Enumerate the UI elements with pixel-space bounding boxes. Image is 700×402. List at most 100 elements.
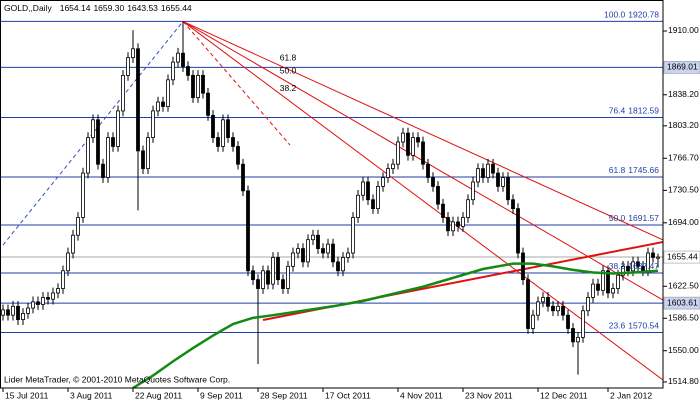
fib-label: 23.6 1570.54 (609, 321, 660, 331)
header-price: 1654.14 (60, 3, 91, 13)
candle-body (216, 137, 220, 147)
candle-body (546, 297, 550, 307)
x-tick-label: 23 Nov 2011 (465, 390, 513, 400)
candle-body (156, 101, 160, 112)
candle-body (421, 141, 425, 165)
fib-ratio: 76.4 (609, 106, 626, 116)
candle-body (371, 199, 375, 210)
x-tick-label: 4 Nov 2011 (400, 390, 443, 400)
candle-body (141, 150, 145, 170)
candle-body (226, 119, 230, 138)
plot-area: 61.8 50.0 38.2 (0, 20, 663, 388)
candle-body (451, 221, 455, 232)
x-tick-label: 9 Sep 2011 (200, 390, 243, 400)
candle-body (531, 314, 535, 329)
candle-body (436, 186, 440, 205)
candle-body (21, 313, 25, 321)
candle-body (161, 101, 165, 107)
last-price-label-box (663, 250, 700, 264)
hline-label-box (663, 296, 700, 310)
candle-body (136, 48, 140, 152)
candle-body (151, 110, 155, 138)
candle-body (196, 74, 200, 98)
fib-label: 76.4 1812.59 (609, 106, 660, 116)
candle-body (446, 217, 450, 232)
y-tick-label: 1910.00 (668, 25, 699, 35)
x-tick-label: 22 Aug 2011 (135, 390, 182, 400)
candle-body (176, 52, 180, 63)
x-tick-label: 12 Dec 2011 (540, 390, 588, 400)
candle-body (401, 132, 405, 143)
candle-body (51, 292, 55, 300)
candle-body (191, 74, 195, 98)
candle-body (376, 186, 380, 210)
fib-ratio: 100.0 (604, 10, 626, 20)
y-tick-label: 1694.00 (668, 217, 699, 227)
candle-body (131, 48, 135, 59)
candle-body (596, 283, 600, 291)
candle-body (31, 301, 35, 309)
x-tick-label: 15 Jul 2011 (5, 390, 49, 400)
candle-body (581, 310, 585, 338)
candle-body (316, 234, 320, 249)
candle-body (286, 265, 290, 289)
y-tick-label: 1766.70 (668, 153, 699, 163)
candle-body (166, 79, 170, 107)
candle-body (231, 137, 235, 147)
fan-label: 50.0 (280, 66, 297, 76)
candle-body (186, 66, 190, 76)
hline-label: 1603.61 (667, 297, 698, 307)
fan-label: 38.2 (280, 83, 297, 93)
candle-body (66, 252, 70, 272)
candle-body (476, 168, 480, 183)
candle-body (71, 234, 75, 254)
candle-body (566, 314, 570, 329)
candle-body (561, 305, 565, 316)
candle-body (271, 257, 275, 285)
candle-body (431, 177, 435, 187)
candle-body (56, 288, 60, 294)
fib-ratio: 23.6 (609, 321, 626, 331)
y-tick-label: 1803.20 (668, 120, 699, 130)
candle-body (236, 146, 240, 165)
x-tick-label: 28 Sep 2011 (260, 390, 308, 400)
candle-body (356, 194, 360, 218)
candle-body (506, 177, 510, 201)
candle-body (606, 270, 610, 294)
candle-body (326, 243, 330, 254)
candle-body (296, 248, 300, 254)
candle-body (241, 163, 245, 192)
candle-body (16, 305, 20, 321)
y-tick-label: 1550.00 (668, 345, 699, 355)
candle-body (201, 74, 205, 94)
candle-body (406, 132, 410, 156)
fib-label: 38.2 1637.47 (609, 261, 660, 271)
trend-line (182, 20, 663, 241)
candle-body (551, 305, 555, 312)
candle-body (251, 270, 255, 281)
last-price-label: 1655.44 (667, 251, 698, 261)
y-tick-label: 1622.50 (668, 281, 699, 291)
candle-body (391, 163, 395, 170)
candle-body (76, 217, 80, 236)
candle-body (556, 305, 560, 312)
header-price: 1659.30 (93, 3, 124, 13)
candle-body (221, 119, 225, 147)
candle-body (466, 199, 470, 218)
candle-body (386, 168, 390, 178)
candle-body (96, 119, 100, 165)
candle-body (411, 137, 415, 156)
candle-body (586, 297, 590, 312)
candle-body (396, 141, 400, 165)
candle-body (471, 181, 475, 201)
candle-body (6, 309, 10, 316)
candle-body (351, 217, 355, 254)
candle-body (116, 110, 120, 147)
candle-body (331, 243, 335, 263)
candle-body (306, 239, 310, 263)
candle-body (576, 336, 580, 343)
candle-body (86, 137, 90, 174)
candle-body (126, 57, 130, 76)
